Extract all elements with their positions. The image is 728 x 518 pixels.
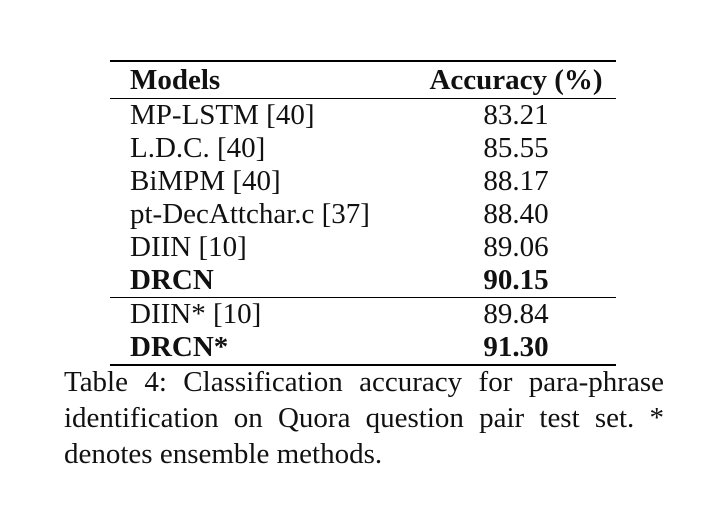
table-caption: Table 4: Classification accuracy for par…	[64, 366, 664, 470]
model-name: pt-DecAttchar.c [37]	[130, 198, 370, 230]
model-name: BiMPM [40]	[130, 165, 281, 197]
model-name: MP-LSTM [40]	[130, 99, 315, 131]
table-row: pt-DecAttchar.c [37] 88.40	[110, 198, 616, 231]
model-name: DRCN	[130, 264, 214, 296]
table-row: L.D.C. [40] 85.55	[110, 132, 616, 165]
table-row: MP-LSTM [40] 83.21	[110, 99, 616, 133]
table-row: BiMPM [40] 88.17	[110, 165, 616, 198]
results-table: Models Accuracy (%) MP-LSTM [40] 83.21 L…	[110, 60, 616, 366]
table-row-highlighted: DRCN 90.15	[110, 264, 616, 298]
accuracy-value: 91.30	[483, 331, 549, 363]
accuracy-value: 85.55	[483, 132, 549, 164]
accuracy-value: 88.17	[483, 165, 549, 197]
accuracy-value: 90.15	[483, 264, 549, 296]
header-accuracy: Accuracy (%)	[429, 63, 603, 96]
table-row: DIIN* [10] 89.84	[110, 298, 616, 332]
model-name: DIIN* [10]	[130, 298, 262, 330]
ensemble-model-group: DIIN* [10] 89.84 DRCN* 91.30	[110, 298, 616, 365]
model-name: L.D.C. [40]	[130, 132, 266, 164]
model-name: DRCN*	[130, 331, 229, 363]
results-table-container: Models Accuracy (%) MP-LSTM [40] 83.21 L…	[110, 60, 616, 366]
table-row: DIIN [10] 89.06	[110, 231, 616, 264]
header-row: Models Accuracy (%)	[110, 61, 616, 99]
model-name: DIIN [10]	[130, 231, 247, 263]
single-model-group: MP-LSTM [40] 83.21 L.D.C. [40] 85.55 BiM…	[110, 99, 616, 298]
accuracy-value: 89.84	[483, 298, 549, 330]
table-header: Models Accuracy (%)	[110, 61, 616, 99]
accuracy-value: 88.40	[483, 198, 549, 230]
header-models: Models	[130, 63, 221, 96]
table-row-highlighted: DRCN* 91.30	[110, 331, 616, 365]
accuracy-value: 89.06	[483, 231, 549, 263]
accuracy-value: 83.21	[483, 99, 549, 131]
